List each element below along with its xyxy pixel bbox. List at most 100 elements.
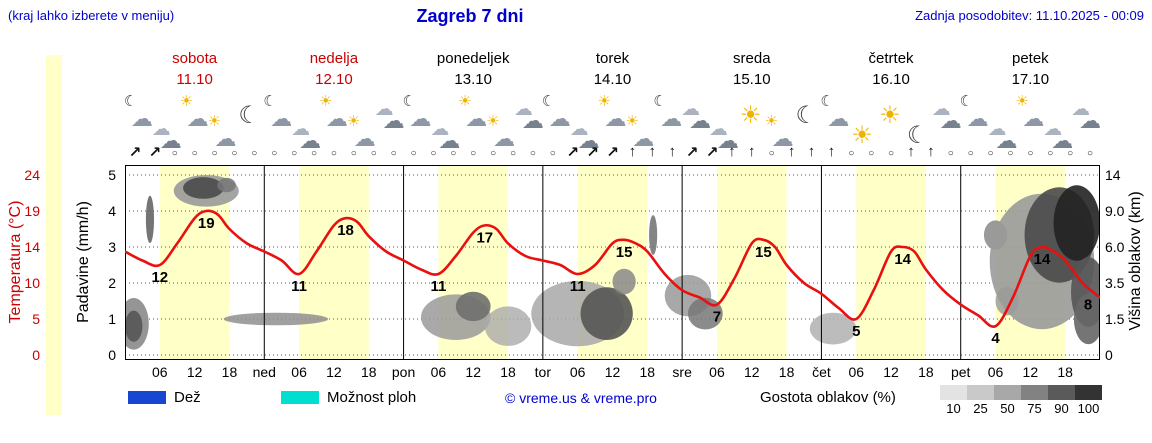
- wind-barb-icon: ↗: [148, 144, 162, 161]
- cloud-glyph: ☁: [771, 126, 794, 151]
- weather-icon-sun-cloud: ☀ ☁: [347, 112, 377, 158]
- calm-wind-icon: ○: [888, 148, 895, 159]
- density-tick-label: 75: [1027, 401, 1042, 416]
- temperature-value-label: 19: [198, 215, 215, 232]
- weather-icon-sun-cloud: ☀ ☁: [1015, 92, 1045, 138]
- cloud-glyph: ☁: [632, 126, 655, 151]
- weather-icon-clouds: ☁ ☁: [375, 92, 405, 138]
- cloud-glyph: ☁: [1071, 99, 1091, 120]
- cloud-glyph: ☁: [465, 106, 488, 131]
- temperature-value-label: 11: [430, 278, 446, 295]
- rain-legend-label: Dež: [174, 389, 201, 406]
- copyright-link[interactable]: © vreme.us & vreme.pro: [505, 390, 657, 406]
- wind-barb-icon: ↗: [705, 144, 719, 161]
- weather-icon-clouds: ☁ ☁: [514, 92, 544, 138]
- temperature-value-label: 14: [894, 251, 911, 268]
- cloud-glyph: ☁: [689, 108, 712, 133]
- weather-icon-moon: ☾: [904, 112, 934, 158]
- calm-wind-icon: ○: [291, 148, 298, 159]
- calm-wind-icon: ○: [370, 148, 377, 159]
- weather-icon-clouds: ☁ ☁: [1043, 112, 1073, 158]
- weather-icon-sun-cloud: ☀ ☁: [458, 92, 488, 138]
- weather-icon-moon: ☾: [235, 92, 265, 138]
- temperature-value-label: 15: [616, 244, 633, 261]
- weather-icon-clouds: ☁ ☁: [430, 112, 460, 158]
- sun-glyph: ☀: [879, 102, 901, 129]
- temperature-value-label: 8: [1084, 297, 1092, 314]
- cloud-glyph: ☁: [931, 99, 951, 120]
- weather-icon-sun-cloud: ☀ ☁: [765, 112, 795, 158]
- calm-wind-icon: ○: [967, 148, 974, 159]
- cloud-glyph: ☁: [430, 119, 450, 140]
- hour-tick-label: 06: [569, 364, 586, 380]
- hour-tick-label: 12: [326, 364, 342, 380]
- day-date: 12.10: [315, 71, 353, 88]
- wind-barb-icon: ↑: [807, 143, 816, 160]
- cloud-glyph: ☁: [1022, 106, 1045, 131]
- sun-glyph: ☀: [346, 113, 361, 130]
- showers-legend-label: Možnost ploh: [327, 389, 417, 406]
- temperature-value-label: 11: [570, 278, 586, 295]
- meteogram-plot: 12 19 11 18 11 17 11 15 7 15 5 14 4 14 8: [118, 165, 1106, 360]
- cloud-glyph: ☁: [493, 126, 516, 151]
- cloud-glyph: ☁: [1051, 128, 1074, 153]
- sun-glyph: ☀: [207, 113, 221, 130]
- weather-icon-clouds: ☁ ☁: [291, 112, 321, 158]
- hour-tick-label: 18: [500, 364, 516, 380]
- day-date: 17.10: [1011, 71, 1050, 88]
- temperature-value-label: 17: [476, 229, 493, 246]
- density-tick-label: 100: [1077, 401, 1100, 416]
- day-abbr-label: tor: [534, 364, 552, 380]
- cloud-glyph: ☁: [186, 106, 209, 131]
- day-date: 11.10: [176, 71, 213, 88]
- cloud-glyph: ☁: [521, 108, 544, 133]
- day-header-2: nedelja 12.10: [264, 48, 404, 90]
- cloud-glyph: ☁: [513, 99, 533, 120]
- temperature-value-label: 18: [337, 222, 354, 239]
- showers-legend-swatch: [281, 391, 319, 404]
- calm-wind-icon: ○: [470, 148, 477, 159]
- calm-wind-icon: ○: [987, 148, 994, 159]
- cloud-glyph: ☁: [1079, 108, 1102, 133]
- wind-barb-icon: ↑: [907, 143, 915, 160]
- precipitation-axis-label: Padavine (mm/h): [75, 201, 92, 323]
- cloud-glyph: ☁: [214, 126, 237, 151]
- day-name: četrtek: [868, 50, 914, 67]
- hour-tick-label: 12: [604, 364, 621, 380]
- wind-barb-icon: ↑: [728, 143, 736, 160]
- calm-wind-icon: ○: [947, 148, 954, 159]
- cloud-glyph: ☁: [1043, 119, 1063, 140]
- weather-icon-cloud-moon: ☾ ☁: [820, 92, 850, 138]
- hour-tick-label: 18: [639, 364, 656, 380]
- cloud-glyph: ☁: [374, 99, 394, 120]
- sun-glyph: ☀: [1015, 93, 1029, 110]
- density-cell: [967, 385, 994, 400]
- last-update: Zadnja posodobitev: 11.10.2025 - 00:09: [915, 8, 1144, 23]
- calm-wind-icon: ○: [490, 148, 497, 159]
- cloud-height-axis-label: Višina oblakov (km): [1127, 191, 1144, 331]
- sun-glyph: ☀: [458, 93, 472, 110]
- day-header-4: torek 14.10: [543, 48, 683, 90]
- temp-tick: 19: [24, 203, 40, 219]
- temperature-value-label: 5: [852, 323, 860, 340]
- weather-icon-clouds: ☁ ☁: [988, 112, 1018, 158]
- temp-tick: 10: [24, 275, 40, 291]
- cloud-glyph: ☁: [577, 128, 600, 153]
- cloud-glyph: ☁: [987, 119, 1007, 140]
- precip-tick: 1: [108, 311, 116, 327]
- precip-tick: 0: [108, 347, 116, 363]
- cloud-glyph: ☁: [660, 106, 683, 131]
- weather-icon-sun-cloud: ☀ ☁: [598, 92, 628, 138]
- wind-barb-icon: ↑: [927, 143, 935, 160]
- sun-glyph: ☀: [486, 113, 500, 130]
- calm-wind-icon: ○: [390, 148, 397, 159]
- cloud-glyph: ☁: [382, 108, 405, 133]
- precip-tick: 2: [108, 275, 116, 291]
- moon-glyph: ☾: [959, 93, 974, 110]
- moon-glyph: ☾: [263, 93, 277, 110]
- wind-barb-icon: ↑: [748, 143, 756, 160]
- weather-icon-sun: ☀: [876, 92, 906, 138]
- wind-barb-icon: ↑: [648, 143, 657, 160]
- hour-tick-label: 06: [987, 364, 1004, 380]
